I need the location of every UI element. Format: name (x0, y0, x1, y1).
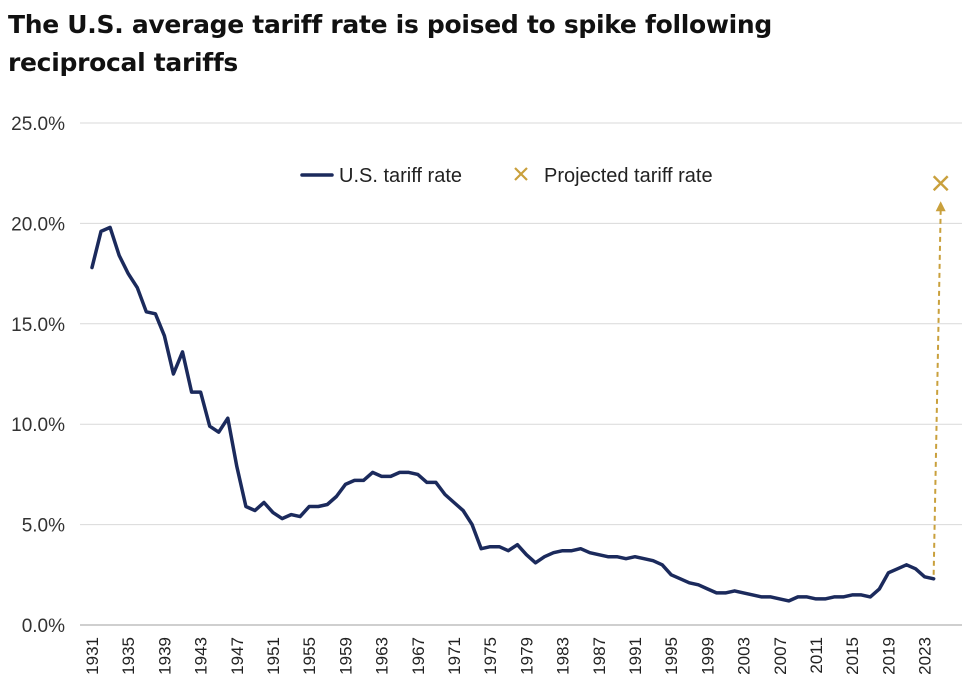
chart-title-line-2: reciprocal tariffs (8, 48, 238, 77)
chart-title: The U.S. average tariff rate is poised t… (8, 6, 908, 82)
x-tick-label: 1991 (626, 637, 645, 675)
x-tick-label: 1979 (517, 637, 536, 675)
x-tick-label: 1995 (662, 637, 681, 675)
x-tick-label: 2011 (807, 637, 826, 674)
chart-title-line-1: The U.S. average tariff rate is poised t… (8, 10, 773, 39)
y-axis-ticks: 0.0% 5.0% 10.0% 15.0% 20.0% 25.0% (11, 114, 65, 637)
x-tick-label: 1987 (590, 637, 609, 675)
x-tick-label: 1971 (445, 637, 464, 675)
projection-dashed-arrow (932, 209, 942, 575)
x-tick-label: 2023 (916, 637, 935, 675)
x-tick-label: 1963 (373, 637, 392, 675)
series-layer (90, 175, 949, 603)
y-tick-label: 20.0% (11, 214, 65, 235)
x-tick-label: 2015 (843, 637, 862, 675)
y-tick-label: 15.0% (11, 315, 65, 336)
x-tick-label: 2007 (771, 637, 790, 675)
y-tick-label: 0.0% (22, 616, 65, 637)
x-tick-label: 1935 (119, 637, 138, 675)
x-tick-label: 1967 (409, 637, 428, 675)
x-tick-label: 2019 (879, 637, 898, 675)
x-tick-label: 1951 (264, 637, 283, 675)
x-tick-label: 1975 (481, 637, 500, 675)
x-tick-label: 1955 (300, 637, 319, 675)
y-tick-label: 5.0% (22, 516, 65, 537)
x-tick-label: 1943 (192, 637, 211, 675)
x-tick-label: 1939 (155, 637, 174, 675)
legend-label-us-tariff-rate: U.S. tariff rate (339, 165, 462, 187)
x-tick-label: 1983 (554, 637, 573, 675)
projected-tariff-marker (932, 175, 949, 192)
y-tick-label: 25.0% (11, 114, 65, 135)
x-tick-label: 1959 (336, 637, 355, 675)
legend-x-marker (514, 167, 528, 181)
us-tariff-rate-line (90, 225, 936, 603)
projection-arrowhead (935, 201, 946, 212)
x-tick-label: 1931 (83, 637, 102, 675)
x-tick-label: 1999 (698, 637, 717, 675)
y-tick-label: 10.0% (11, 415, 65, 436)
projected-marker-stroke (932, 175, 949, 192)
x-tick-label: 2003 (735, 637, 754, 675)
legend-label-projected-tariff-rate: Projected tariff rate (544, 165, 713, 187)
x-tick-label: 1947 (228, 637, 247, 675)
legend: U.S. tariff rate Projected tariff rate (300, 165, 713, 187)
x-axis-ticks: 1931 1935 1939 1943 1947 1951 1955 1959 1963 1967… (83, 637, 935, 675)
gridlines (80, 122, 962, 626)
